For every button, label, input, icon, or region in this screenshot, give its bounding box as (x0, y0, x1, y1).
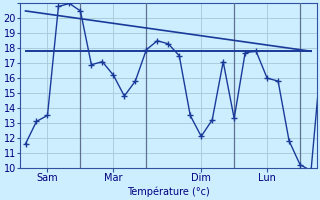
X-axis label: Température (°c): Température (°c) (127, 186, 210, 197)
